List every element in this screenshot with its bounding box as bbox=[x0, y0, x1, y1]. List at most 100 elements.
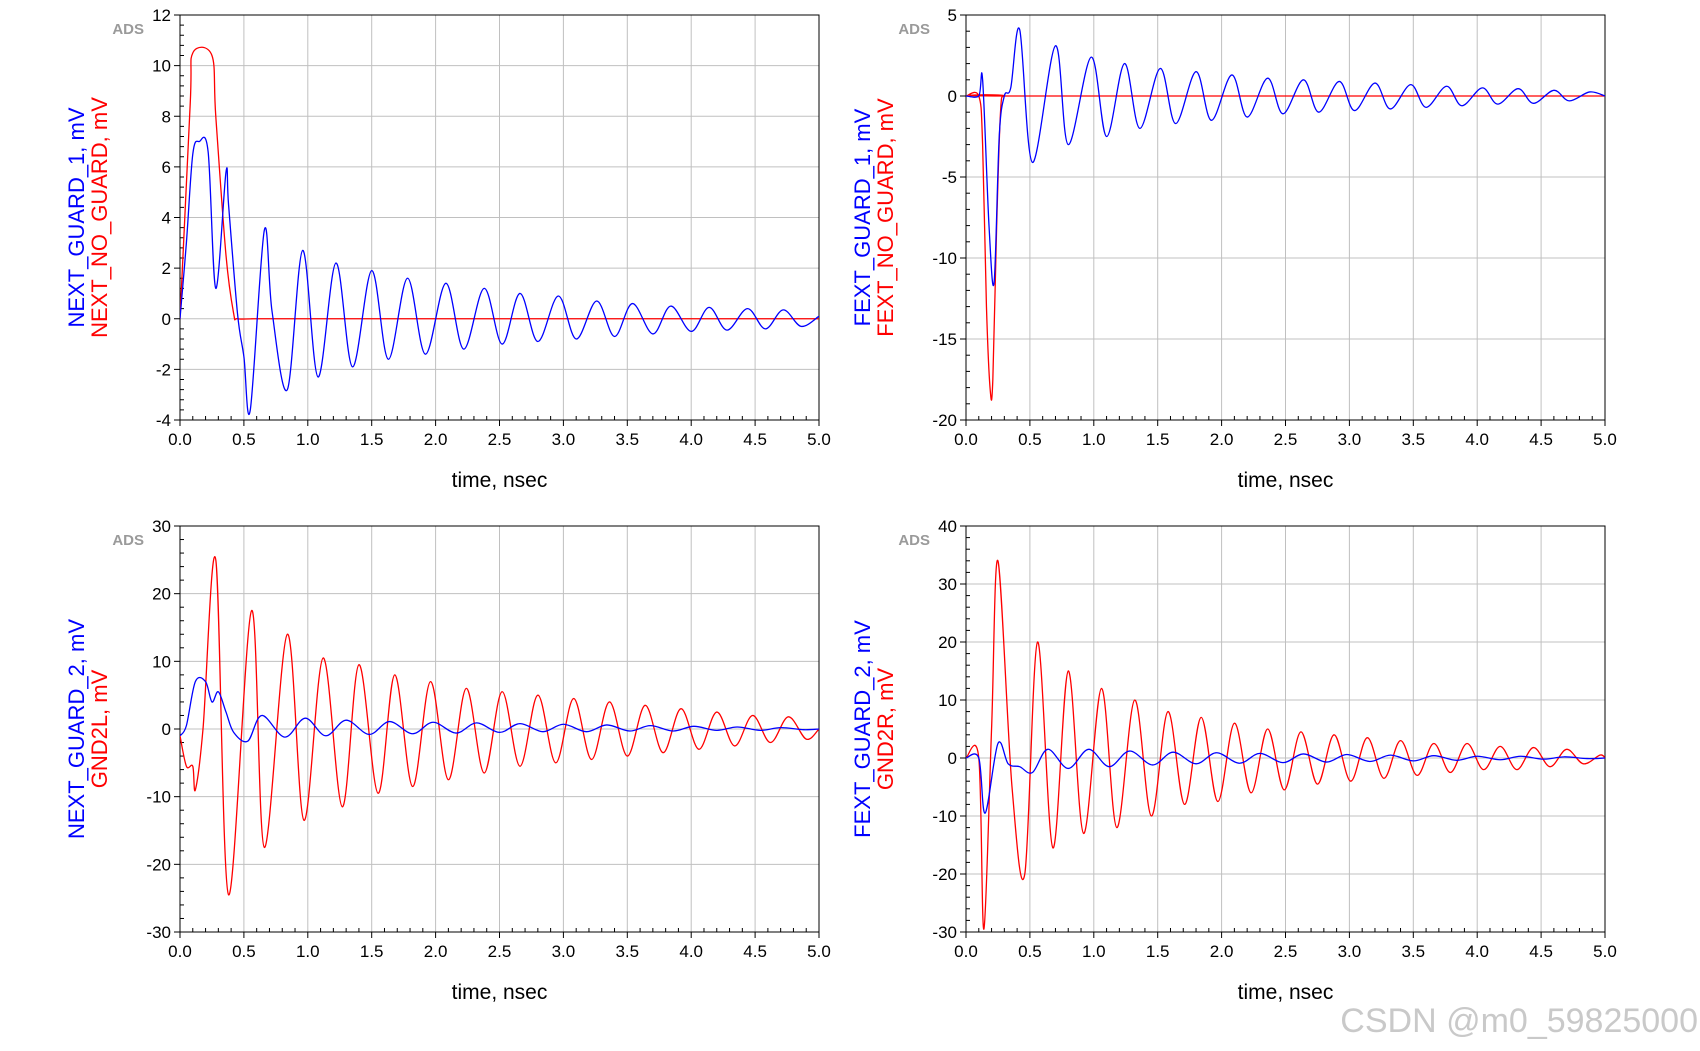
y-tick-label: -10 bbox=[146, 788, 171, 807]
x-tick-label: 2.5 bbox=[488, 942, 512, 961]
y-tick-label: -20 bbox=[932, 411, 957, 430]
x-tick-label: 2.5 bbox=[1274, 430, 1298, 449]
y-tick-label: 0 bbox=[162, 310, 171, 329]
x-tick-label: 4.5 bbox=[1529, 942, 1553, 961]
x-tick-label: 2.0 bbox=[1210, 942, 1234, 961]
x-tick-label: 5.0 bbox=[1593, 942, 1617, 961]
x-tick-label: 3.5 bbox=[615, 942, 639, 961]
y-tick-label: 10 bbox=[938, 691, 957, 710]
y-axis-label: FEXT_GUARD_1, mV bbox=[850, 108, 875, 326]
x-tick-label: 0.5 bbox=[232, 430, 256, 449]
chart-2: -20 -15 -10 -5 0 5 0.0 0.5 1.0 1.5 2.0 2.5 3.0 3.5 4.0… bbox=[850, 6, 1617, 492]
x-tick-label: 0.0 bbox=[168, 430, 192, 449]
y-axis-label: GND2R, mV bbox=[873, 668, 898, 791]
x-tick-label: 2.5 bbox=[488, 430, 512, 449]
y-axis-label: FEXT_NO_GUARD, mV bbox=[873, 98, 898, 337]
y-axis-label: NEXT_GUARD_1, mV bbox=[64, 107, 89, 327]
chart-1: -4 -2 0 2 4 6 8 10 12 0.0 0.5 1.0 1.5 2.0 2.5 3.0 3.5 4.0… bbox=[64, 6, 831, 492]
x-tick-label: 3.0 bbox=[552, 430, 576, 449]
x-tick-label: 5.0 bbox=[1593, 430, 1617, 449]
x-tick-label: 0.0 bbox=[168, 942, 192, 961]
y-tick-label: 8 bbox=[162, 107, 171, 126]
y-tick-label: -2 bbox=[156, 360, 171, 379]
series-line-gnd2l bbox=[180, 556, 819, 896]
x-tick-label: 1.5 bbox=[360, 942, 384, 961]
x-tick-label: 1.0 bbox=[1082, 430, 1106, 449]
y-tick-label: 40 bbox=[938, 517, 957, 536]
x-tick-label: 4.5 bbox=[743, 430, 767, 449]
y-axis-label: GND2L, mV bbox=[87, 669, 112, 788]
watermark-text: CSDN @m0_59825000 bbox=[1340, 1002, 1698, 1040]
series-line-fext_guard_2 bbox=[966, 741, 1605, 814]
x-tick-label: 1.0 bbox=[1082, 942, 1106, 961]
y-axis-label: FEXT_GUARD_2, mV bbox=[850, 620, 875, 838]
x-axis-label: time, nsec bbox=[1238, 981, 1334, 1004]
x-tick-label: 4.5 bbox=[1529, 430, 1553, 449]
y-axis-label: NEXT_NO_GUARD, mV bbox=[87, 97, 112, 338]
y-tick-label: 10 bbox=[152, 652, 171, 671]
x-tick-label: 2.0 bbox=[424, 430, 448, 449]
x-tick-label: 4.0 bbox=[1465, 430, 1489, 449]
series-line-gnd2r bbox=[966, 559, 1605, 930]
x-tick-label: 3.0 bbox=[552, 942, 576, 961]
x-tick-label: 2.0 bbox=[424, 942, 448, 961]
x-tick-label: 0.5 bbox=[1018, 942, 1042, 961]
y-tick-label: 12 bbox=[152, 6, 171, 25]
ads-badge: ADS bbox=[898, 21, 930, 38]
y-tick-label: 20 bbox=[938, 633, 957, 652]
y-tick-label: 30 bbox=[938, 575, 957, 594]
x-tick-label: 0.5 bbox=[232, 942, 256, 961]
x-tick-label: 3.0 bbox=[1338, 430, 1362, 449]
y-tick-label: 5 bbox=[948, 6, 957, 25]
y-tick-label: 6 bbox=[162, 158, 171, 177]
x-tick-label: 5.0 bbox=[807, 430, 831, 449]
y-tick-label: -10 bbox=[932, 249, 957, 268]
x-tick-label: 2.5 bbox=[1274, 942, 1298, 961]
y-tick-label: -10 bbox=[932, 807, 957, 826]
x-axis-label: time, nsec bbox=[452, 469, 548, 492]
chart-3: -30 -20 -10 0 10 20 30 0.0 0.5 1.0 1.5 2.0 2.5 3.0 3.5… bbox=[64, 517, 831, 1004]
series-line-next_guard_1 bbox=[180, 136, 819, 415]
y-tick-label: 0 bbox=[162, 720, 171, 739]
x-axis-label: time, nsec bbox=[1238, 469, 1334, 492]
x-tick-label: 4.0 bbox=[679, 430, 703, 449]
x-tick-label: 1.5 bbox=[1146, 942, 1170, 961]
series-line-next_guard_2 bbox=[180, 676, 819, 743]
y-tick-label: 30 bbox=[152, 517, 171, 536]
x-tick-label: 0.0 bbox=[954, 942, 978, 961]
y-tick-label: 2 bbox=[162, 259, 171, 278]
x-tick-label: 4.5 bbox=[743, 942, 767, 961]
series-line-fext_guard_1 bbox=[966, 27, 1605, 286]
y-tick-label: 0 bbox=[948, 87, 957, 106]
x-tick-label: 1.0 bbox=[296, 430, 320, 449]
x-tick-label: 3.0 bbox=[1338, 942, 1362, 961]
y-tick-label: -30 bbox=[146, 923, 171, 942]
y-tick-label: 0 bbox=[948, 749, 957, 768]
y-tick-label: -20 bbox=[932, 865, 957, 884]
x-tick-label: 4.0 bbox=[679, 942, 703, 961]
x-tick-label: 3.5 bbox=[1401, 430, 1425, 449]
y-tick-label: -4 bbox=[156, 411, 171, 430]
y-tick-label: -20 bbox=[146, 855, 171, 874]
x-tick-label: 4.0 bbox=[1465, 942, 1489, 961]
y-tick-label: 20 bbox=[152, 585, 171, 604]
ads-badge: ADS bbox=[112, 21, 144, 38]
x-tick-label: 0.5 bbox=[1018, 430, 1042, 449]
x-tick-label: 1.5 bbox=[1146, 430, 1170, 449]
x-tick-label: 2.0 bbox=[1210, 430, 1234, 449]
x-tick-label: 1.5 bbox=[360, 430, 384, 449]
y-axis-label: NEXT_GUARD_2, mV bbox=[64, 619, 89, 839]
y-tick-label: 4 bbox=[162, 209, 171, 228]
y-tick-label: -30 bbox=[932, 923, 957, 942]
x-tick-label: 3.5 bbox=[615, 430, 639, 449]
y-tick-label: 10 bbox=[152, 57, 171, 76]
y-tick-label: -15 bbox=[932, 330, 957, 349]
x-tick-label: 5.0 bbox=[807, 942, 831, 961]
x-tick-label: 0.0 bbox=[954, 430, 978, 449]
x-tick-label: 1.0 bbox=[296, 942, 320, 961]
series-line-next_no_guard bbox=[180, 46, 819, 321]
chart-4: -30 -20 -10 0 10 20 30 40 0.0 0.5 1.0 1.5 2.0 2.5 3.0 3… bbox=[850, 517, 1617, 1004]
ads-badge: ADS bbox=[898, 532, 930, 549]
